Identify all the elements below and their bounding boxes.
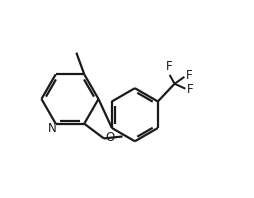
Text: F: F <box>187 83 194 96</box>
Text: F: F <box>186 69 193 82</box>
Text: N: N <box>48 122 57 135</box>
Text: F: F <box>166 60 173 73</box>
Text: O: O <box>105 131 115 144</box>
